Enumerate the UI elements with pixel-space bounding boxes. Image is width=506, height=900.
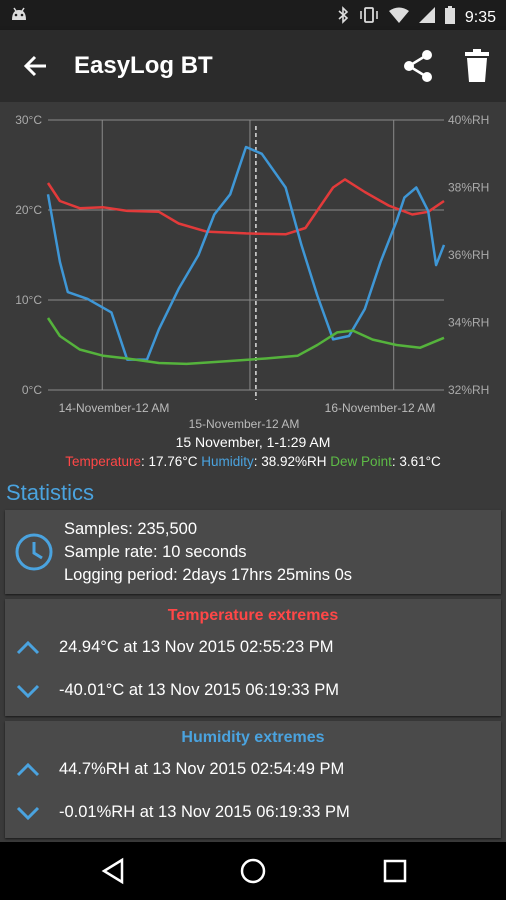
chevron-up-icon xyxy=(16,640,40,655)
y-left-tick-label: 10°C xyxy=(15,293,42,307)
x-tick-label: 14-November-12 AM xyxy=(59,401,170,415)
sensor-chart[interactable]: 30°C 20°C 10°C 0°C 40%RH 38%RH 36%RH 34%RH 32%RH… xyxy=(0,102,506,432)
humidity-min: -0.01%RH at 13 Nov 2015 06:19:33 PM xyxy=(59,803,350,821)
statistics-card: Samples: 235,500 Sample rate: 10 seconds… xyxy=(5,510,501,594)
cell-signal-icon xyxy=(418,7,435,28)
y-right-tick-label: 38%RH xyxy=(448,181,489,195)
samples-count: Samples: 235,500 xyxy=(64,520,198,538)
series-line-dew-point xyxy=(46,317,445,366)
temperature-min-row[interactable]: -40.01°C at 13 Nov 2015 06:19:33 PM xyxy=(5,672,501,712)
dewpoint-label: Dew Point xyxy=(330,454,392,469)
temperature-extremes-title: Temperature extremes xyxy=(167,607,339,624)
sample-rate: Sample rate: 10 seconds xyxy=(64,543,247,561)
nav-recents-icon[interactable] xyxy=(380,856,410,886)
clock-icon xyxy=(14,532,54,572)
status-bar: 9:35 xyxy=(0,0,506,30)
temperature-extremes-card: Temperature extremes 24.94°C at 13 Nov 2… xyxy=(5,599,501,716)
humidity-max-row[interactable]: 44.7%RH at 13 Nov 2015 02:54:49 PM xyxy=(5,751,501,791)
cursor-date: 15 November, 1-1:29 AM xyxy=(175,434,331,450)
chart-area[interactable]: 30°C 20°C 10°C 0°C 40%RH 38%RH 36%RH 34%RH 32%RH… xyxy=(0,102,506,472)
series-line-humidity xyxy=(46,145,446,361)
humidity-extremes-card: Humidity extremes 44.7%RH at 13 Nov 2015… xyxy=(5,721,501,838)
temperature-value: : 17.76°C xyxy=(141,454,198,469)
logging-period: Logging period: 2days 17hrs 25mins 0s xyxy=(64,566,353,584)
x-tick-label: 15-November-12 AM xyxy=(189,417,300,431)
temperature-min: -40.01°C at 13 Nov 2015 06:19:33 PM xyxy=(59,681,339,699)
chevron-down-icon xyxy=(16,806,40,821)
chevron-up-icon xyxy=(16,762,40,777)
humidity-value: : 38.92%RH xyxy=(253,454,327,469)
x-tick-label: 16-November-12 AM xyxy=(325,401,436,415)
bluetooth-icon xyxy=(337,6,349,29)
temperature-max-row[interactable]: 24.94°C at 13 Nov 2015 02:55:23 PM xyxy=(5,629,501,669)
y-right-tick-label: 34%RH xyxy=(448,316,489,330)
humidity-extremes-title: Humidity extremes xyxy=(181,729,325,746)
wifi-icon xyxy=(388,7,409,28)
system-nav-bar xyxy=(0,842,506,900)
y-left-tick-label: 30°C xyxy=(15,113,42,127)
trash-icon[interactable] xyxy=(460,48,494,84)
android-icon xyxy=(10,6,28,27)
humidity-label: Humidity xyxy=(201,454,254,469)
y-right-tick-label: 36%RH xyxy=(448,248,489,262)
nav-back-icon[interactable] xyxy=(98,856,128,886)
statistics-title: Statistics xyxy=(6,480,95,505)
nav-home-icon[interactable] xyxy=(238,856,268,886)
humidity-min-row[interactable]: -0.01%RH at 13 Nov 2015 06:19:33 PM xyxy=(5,794,501,834)
chevron-down-icon xyxy=(16,684,40,699)
cursor-readings: Temperature: 17.76°C Humidity: 38.92%RH … xyxy=(0,454,506,469)
dewpoint-value: : 3.61°C xyxy=(391,454,441,469)
app-title: EasyLog BT xyxy=(74,52,213,79)
humidity-max: 44.7%RH at 13 Nov 2015 02:54:49 PM xyxy=(59,760,345,778)
vibrate-icon xyxy=(359,6,379,29)
y-left-tick-label: 20°C xyxy=(15,203,42,217)
app-bar: EasyLog BT xyxy=(0,30,506,102)
y-right-tick-label: 40%RH xyxy=(448,113,489,127)
share-icon[interactable] xyxy=(400,48,436,84)
clock-time: 9:35 xyxy=(464,8,496,26)
temperature-max: 24.94°C at 13 Nov 2015 02:55:23 PM xyxy=(59,638,334,656)
y-right-tick-label: 32%RH xyxy=(448,383,489,397)
battery-icon xyxy=(444,6,455,29)
series-line-temperature xyxy=(46,178,445,236)
back-arrow-icon[interactable] xyxy=(20,50,52,82)
y-left-tick-label: 0°C xyxy=(22,383,42,397)
temperature-label: Temperature xyxy=(65,454,142,469)
